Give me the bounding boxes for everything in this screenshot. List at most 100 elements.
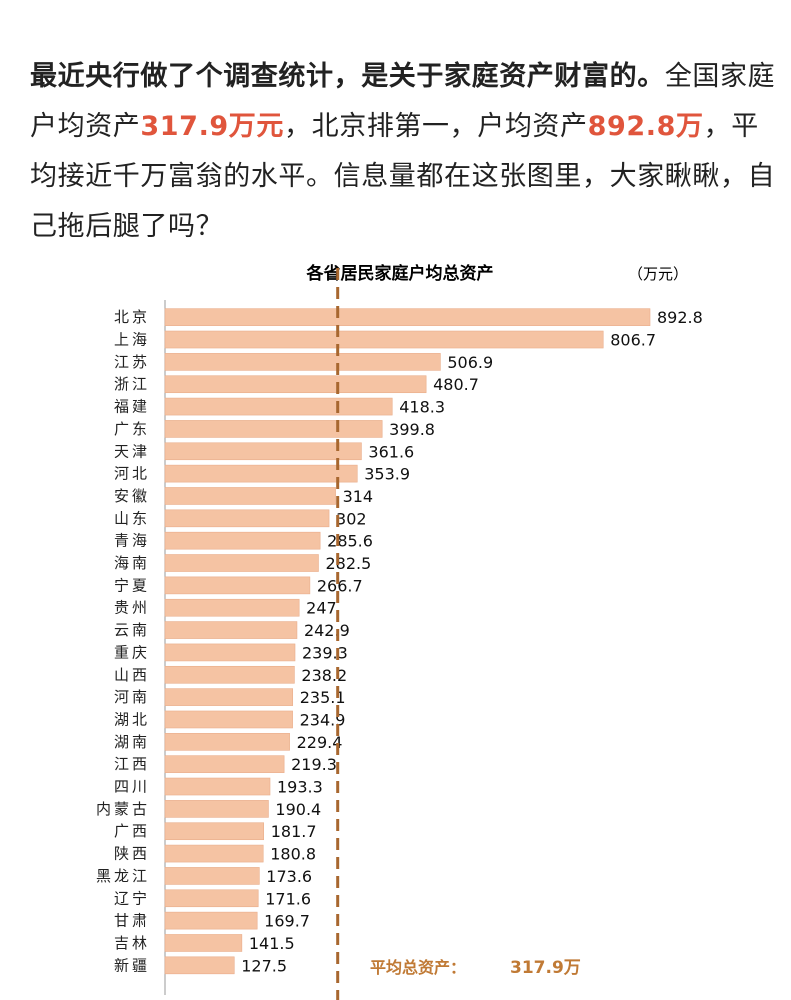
value-label: 247	[306, 599, 337, 618]
category-label: 青海	[114, 532, 150, 550]
category-label: 福建	[114, 398, 150, 416]
bar	[164, 755, 285, 773]
post-segment: ，北京排第一，户均资产	[284, 111, 588, 142]
bar	[164, 420, 383, 438]
category-label: 浙江	[114, 375, 150, 393]
value-label: 806.7	[610, 331, 656, 350]
bar	[164, 375, 427, 394]
unit-label: （万元）	[628, 265, 688, 283]
value-label: 418.3	[399, 398, 445, 417]
category-label: 新疆	[114, 956, 150, 974]
value-label: 229.4	[297, 733, 343, 752]
average-annotation: 平均总资产：	[370, 958, 466, 977]
category-label: 云南	[114, 621, 150, 639]
bar	[164, 598, 300, 617]
bar	[164, 822, 265, 841]
bar	[164, 956, 235, 975]
value-label: 235.1	[300, 688, 346, 707]
bar	[164, 308, 651, 326]
value-label: 190.4	[275, 800, 321, 819]
bar	[164, 867, 260, 885]
value-label: 506.9	[447, 353, 493, 372]
category-label: 辽宁	[114, 889, 150, 907]
bar	[164, 911, 258, 930]
bar	[164, 733, 290, 751]
category-label: 湖北	[114, 710, 150, 728]
category-label: 海南	[114, 554, 150, 572]
bar	[164, 621, 298, 639]
value-label: 169.7	[264, 912, 310, 931]
category-label: 江西	[114, 755, 150, 773]
category-label: 重庆	[114, 643, 150, 661]
category-label: 陕西	[114, 845, 150, 863]
bar	[164, 509, 330, 528]
category-label: 宁夏	[114, 576, 150, 594]
bar	[164, 844, 264, 863]
category-label: 广西	[114, 822, 150, 840]
post-segment: 全国家庭户均资产	[30, 61, 776, 142]
bar	[164, 710, 293, 729]
category-label: 江苏	[114, 353, 150, 371]
value-label: 238.2	[301, 666, 347, 685]
category-label: 吉林	[114, 934, 150, 952]
value-label: 127.5	[241, 956, 287, 975]
post-text: 最近央行做了个调查统计，是关于家庭资产财富的。全国家庭户均资产317.9万元，北…	[30, 52, 780, 252]
post-segment: ，平均接近千万富翁的水平。信息量都在这张图里，大家瞅瞅，自己拖后腿了吗？	[30, 111, 776, 242]
value-label: 892.8	[657, 308, 703, 327]
post-segment: 892.8万	[587, 111, 704, 142]
bar	[164, 397, 393, 416]
bar	[164, 576, 311, 595]
bar	[164, 777, 271, 796]
bar	[164, 464, 358, 483]
value-label: 285.6	[327, 532, 373, 551]
value-label: 180.8	[270, 845, 316, 864]
category-label: 四川	[114, 778, 150, 796]
bar	[164, 643, 296, 662]
bar	[164, 665, 295, 684]
value-label: 399.8	[389, 420, 435, 439]
category-label: 黑龙江	[96, 867, 150, 885]
value-label: 141.5	[249, 934, 295, 953]
category-label: 内蒙古	[96, 800, 150, 818]
post-segment: 最近央行做了个调查统计，是关于家庭资产财富的。	[30, 61, 665, 92]
chart-title: 各省居民家庭户均总资产	[306, 263, 494, 284]
category-label: 安徽	[114, 487, 150, 505]
value-label: 282.5	[325, 554, 371, 573]
category-label: 天津	[114, 442, 150, 460]
bar	[164, 688, 294, 706]
bar	[164, 554, 319, 572]
value-label: 302	[336, 509, 367, 528]
value-label: 239.3	[302, 643, 348, 662]
value-label: 171.6	[265, 889, 311, 908]
value-label: 181.7	[271, 822, 317, 841]
value-label: 242.9	[304, 621, 350, 640]
bar	[164, 330, 604, 349]
category-label: 山东	[114, 509, 150, 527]
category-label: 广东	[114, 420, 150, 438]
category-label: 甘肃	[114, 912, 150, 930]
category-label: 北京	[114, 308, 150, 326]
bar	[164, 442, 362, 461]
category-label: 河北	[114, 465, 150, 483]
category-label: 河南	[114, 688, 150, 706]
category-label: 贵州	[114, 599, 150, 617]
bar	[164, 889, 259, 908]
value-label: 361.6	[368, 442, 414, 461]
value-label: 480.7	[433, 375, 479, 394]
bar	[164, 353, 441, 371]
bar	[164, 934, 243, 952]
category-label: 上海	[114, 331, 150, 349]
value-label: 353.9	[364, 465, 410, 484]
category-label: 湖南	[114, 733, 150, 751]
category-label: 山西	[114, 666, 150, 684]
value-label: 173.6	[266, 867, 312, 886]
value-label: 314	[343, 487, 374, 506]
bar	[164, 487, 336, 505]
bar	[164, 800, 269, 818]
value-label: 266.7	[317, 576, 363, 595]
post-segment: 317.9万元	[140, 111, 285, 142]
bar	[164, 531, 321, 550]
value-label: 219.3	[291, 755, 337, 774]
value-label: 193.3	[277, 778, 323, 797]
